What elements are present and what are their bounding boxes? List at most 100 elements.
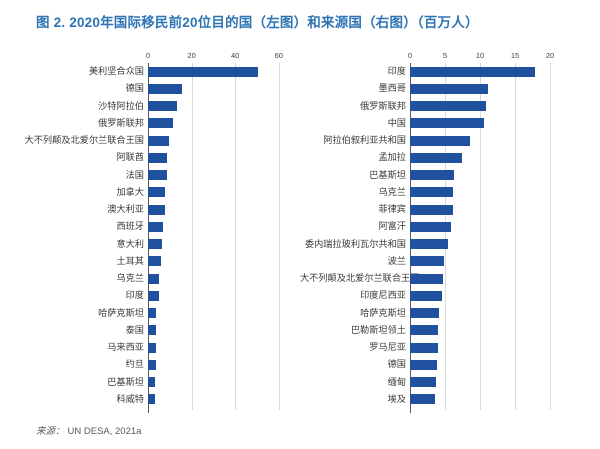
bar	[148, 152, 167, 163]
category-label: 菲律宾	[378, 204, 406, 215]
category-label: 泰国	[125, 324, 144, 335]
bar	[410, 204, 453, 215]
bar	[410, 256, 444, 267]
category-label: 巴勒斯坦领土	[350, 324, 406, 335]
source-text: UN DESA, 2021a	[67, 426, 142, 437]
category-label: 罗马尼亚	[369, 342, 406, 353]
bar-row: 罗马尼亚	[300, 339, 600, 356]
bar	[148, 377, 156, 388]
bar-row: 土耳其	[0, 253, 300, 270]
bar	[148, 135, 169, 146]
bar-row: 意大利	[0, 236, 300, 253]
bar	[410, 187, 453, 198]
bar	[410, 66, 536, 77]
bar-row: 委内瑞拉玻利瓦尔共和国	[300, 236, 600, 253]
bar	[148, 101, 178, 112]
category-label: 埃及	[387, 393, 406, 404]
category-label: 俄罗斯联邦	[360, 100, 406, 111]
category-label: 波兰	[387, 255, 406, 266]
bar-row: 巴勒斯坦领土	[300, 322, 600, 339]
bar-row: 俄罗斯联邦	[300, 98, 600, 115]
category-label: 德国	[125, 83, 144, 94]
bar-rows: 美利坚合众国 德国 沙特阿拉伯 俄罗斯联邦 大不列颠及北爱尔兰联合王国 阿联酋 法国 加拿大澳…	[0, 63, 300, 408]
bar-row: 德国	[300, 356, 600, 373]
category-label: 意大利	[116, 238, 144, 249]
bar-row: 菲律宾	[300, 201, 600, 218]
bar	[148, 308, 157, 319]
bar	[410, 359, 437, 370]
bar	[410, 83, 489, 94]
source-note: 来源： UN DESA, 2021a	[36, 423, 141, 437]
bar-row: 马来西亚	[0, 339, 300, 356]
grid-layer	[0, 63, 300, 413]
x-axis-ticks: 0 5 10 15 20	[300, 50, 600, 62]
category-label: 科威特	[116, 393, 144, 404]
bar-row: 西班牙	[0, 218, 300, 235]
bar-row: 中国	[300, 115, 600, 132]
category-label: 美利坚合众国	[88, 66, 144, 77]
bar-row: 巴基斯坦	[0, 374, 300, 391]
bar	[148, 239, 162, 250]
category-label: 缅甸	[387, 376, 406, 387]
category-label: 大不列颠及北爱尔兰联合王国	[300, 273, 420, 284]
bar	[410, 221, 452, 232]
bar-row: 约旦	[0, 356, 300, 373]
category-label: 中国	[387, 117, 406, 128]
bar	[148, 325, 156, 336]
bar-row: 科威特	[0, 391, 300, 408]
bar	[148, 290, 159, 301]
category-label: 墨西哥	[378, 83, 406, 94]
bar	[410, 377, 436, 388]
bar	[148, 187, 166, 198]
category-label: 乌克兰	[116, 273, 144, 284]
category-label: 巴基斯坦	[107, 376, 144, 387]
gridline	[550, 63, 551, 410]
category-label: 西班牙	[116, 221, 144, 232]
figure-title: 图 2. 2020年国际移民前20位目的国（左图）和来源国（右图）（百万人）	[36, 15, 479, 30]
category-label: 法国	[125, 169, 144, 180]
y-axis-line	[148, 63, 149, 413]
bar-row: 德国	[0, 80, 300, 97]
category-label: 俄罗斯联邦	[98, 117, 144, 128]
bar-row: 阿拉伯叙利亚共和国	[300, 132, 600, 149]
x-tick-label: 60	[274, 51, 283, 60]
bar-row: 孟加拉	[300, 149, 600, 166]
bar-row: 缅甸	[300, 374, 600, 391]
bar-row: 印度	[300, 63, 600, 80]
bar	[410, 290, 443, 301]
x-tick-label: 10	[475, 51, 485, 60]
x-tick-label: 40	[231, 51, 240, 60]
category-label: 阿富汗	[378, 221, 406, 232]
bar	[148, 221, 163, 232]
gridline	[191, 63, 193, 410]
bar-row: 大不列颠及北爱尔兰联合王国	[0, 132, 300, 149]
bar-row: 法国	[0, 167, 300, 184]
category-label: 哈萨克斯坦	[98, 307, 144, 318]
grid-layer	[300, 63, 600, 413]
x-tick-label: 20	[545, 51, 555, 60]
bar	[410, 325, 438, 336]
bar	[410, 170, 455, 181]
bar-row: 阿联酋	[0, 149, 300, 166]
category-label: 乌克兰	[378, 186, 406, 197]
category-label: 马来西亚	[107, 342, 144, 353]
category-label: 德国	[387, 359, 406, 370]
x-tick-label: 20	[187, 51, 196, 60]
bar	[410, 152, 462, 163]
category-label: 澳大利亚	[107, 204, 144, 215]
bar-row: 澳大利亚	[0, 201, 300, 218]
category-label: 孟加拉	[378, 152, 406, 163]
x-tick-label: 5	[442, 51, 448, 60]
gridline	[235, 63, 237, 410]
bar-row: 埃及	[300, 391, 600, 408]
bar-row: 墨西哥	[300, 80, 600, 97]
bar-row: 美利坚合众国	[0, 63, 300, 80]
category-label: 委内瑞拉玻利瓦尔共和国	[304, 238, 406, 249]
bar-row: 沙特阿拉伯	[0, 98, 300, 115]
bar	[410, 394, 436, 405]
bar	[148, 66, 259, 77]
bar	[148, 256, 162, 267]
bar-rows: 印度 墨西哥 俄罗斯联邦 中国 阿拉伯叙利亚共和国 孟加拉 巴基斯坦 乌克兰 菲律宾 阿富汗 委内瑞…	[300, 63, 600, 408]
bar-row: 印度	[0, 287, 300, 304]
